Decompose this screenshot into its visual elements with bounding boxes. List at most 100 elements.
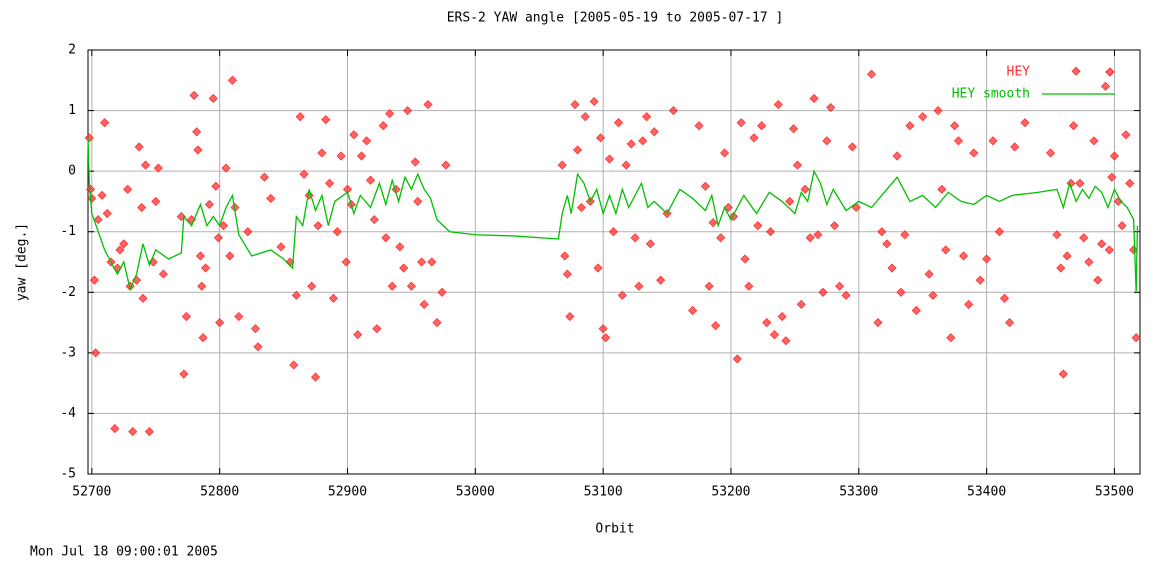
y-tick-label: -1 — [60, 224, 76, 239]
data-point — [1075, 178, 1085, 188]
x-tick-label: 53100 — [584, 485, 623, 500]
data-point — [89, 275, 99, 285]
data-point — [796, 299, 806, 309]
data-point — [969, 148, 979, 158]
data-point — [441, 160, 451, 170]
data-point — [847, 142, 857, 152]
data-point — [325, 178, 335, 188]
data-point — [413, 196, 423, 206]
data-point — [123, 184, 133, 194]
data-point — [1129, 245, 1139, 255]
data-point — [668, 106, 679, 116]
data-point — [289, 360, 299, 370]
data-point — [809, 93, 819, 104]
data-point — [221, 163, 231, 173]
data-point — [437, 287, 447, 297]
data-point — [781, 336, 791, 346]
data-point — [181, 311, 191, 322]
data-point — [321, 115, 331, 125]
smooth-line — [87, 137, 1139, 293]
data-point — [1089, 136, 1099, 146]
data-point — [1062, 251, 1072, 261]
data-point — [349, 130, 359, 140]
data-point — [225, 251, 235, 261]
data-point — [887, 263, 897, 273]
data-point — [295, 112, 305, 122]
data-point — [841, 290, 851, 300]
data-point — [93, 215, 103, 225]
data-point — [198, 333, 208, 343]
data-point — [243, 227, 253, 237]
data-point — [138, 293, 148, 303]
data-point — [617, 290, 627, 300]
data-point — [813, 230, 823, 240]
data-point — [215, 318, 225, 328]
data-point — [900, 230, 910, 240]
data-point — [700, 181, 710, 191]
data-point — [882, 239, 892, 249]
data-point — [1117, 221, 1127, 231]
data-point — [110, 424, 120, 434]
data-point — [762, 318, 772, 328]
data-point — [201, 263, 211, 273]
data-point — [158, 269, 168, 279]
data-point — [565, 311, 575, 322]
data-point — [596, 133, 606, 143]
data-point — [826, 102, 836, 113]
data-point — [179, 369, 189, 379]
x-tick-label: 53400 — [967, 485, 1006, 500]
legend-label: HEY smooth — [952, 87, 1030, 102]
data-point — [818, 287, 828, 297]
chart-title: ERS-2 YAW angle [2005-05-19 to 2005-07-1… — [447, 11, 784, 26]
data-point — [777, 311, 787, 322]
data-point — [1071, 66, 1081, 76]
y-tick-label: 0 — [68, 164, 76, 179]
y-tick-label: -2 — [60, 285, 76, 300]
data-point — [402, 106, 413, 116]
data-point — [829, 221, 840, 231]
data-point — [378, 121, 388, 131]
data-point — [988, 136, 998, 146]
data-point — [102, 208, 112, 219]
data-point — [381, 233, 391, 243]
data-point — [115, 245, 125, 255]
data-point — [134, 142, 144, 152]
data-point — [744, 281, 754, 291]
data-point — [800, 184, 810, 194]
data-point — [1109, 151, 1119, 161]
data-point — [626, 139, 636, 149]
data-point — [576, 202, 586, 213]
data-point — [197, 281, 207, 291]
data-point — [406, 281, 416, 291]
data-point — [213, 233, 223, 243]
data-point — [621, 160, 631, 170]
data-point — [918, 112, 928, 122]
data-point — [959, 251, 969, 261]
data-point — [589, 96, 599, 107]
x-tick-label: 52800 — [200, 485, 239, 500]
data-point — [933, 106, 943, 116]
data-point — [708, 218, 718, 228]
data-point — [946, 333, 956, 343]
data-point — [867, 69, 877, 79]
data-point — [276, 242, 286, 252]
data-point — [975, 275, 985, 285]
x-tick-label: 53300 — [839, 485, 878, 500]
data-point — [613, 118, 624, 128]
data-point — [259, 172, 269, 182]
data-point — [1104, 245, 1114, 255]
data-point — [634, 281, 644, 291]
data-point — [387, 281, 397, 291]
plot-frame — [87, 49, 1141, 475]
data-point — [769, 330, 779, 340]
data-point — [332, 227, 342, 237]
x-tick-label: 52700 — [72, 485, 111, 500]
data-point — [189, 90, 199, 100]
data-point — [851, 202, 861, 213]
data-point — [1097, 239, 1107, 249]
data-point — [941, 245, 951, 255]
y-axis-label: yaw [deg.] — [15, 223, 30, 301]
data-point — [953, 136, 964, 146]
data-point — [1068, 121, 1079, 131]
